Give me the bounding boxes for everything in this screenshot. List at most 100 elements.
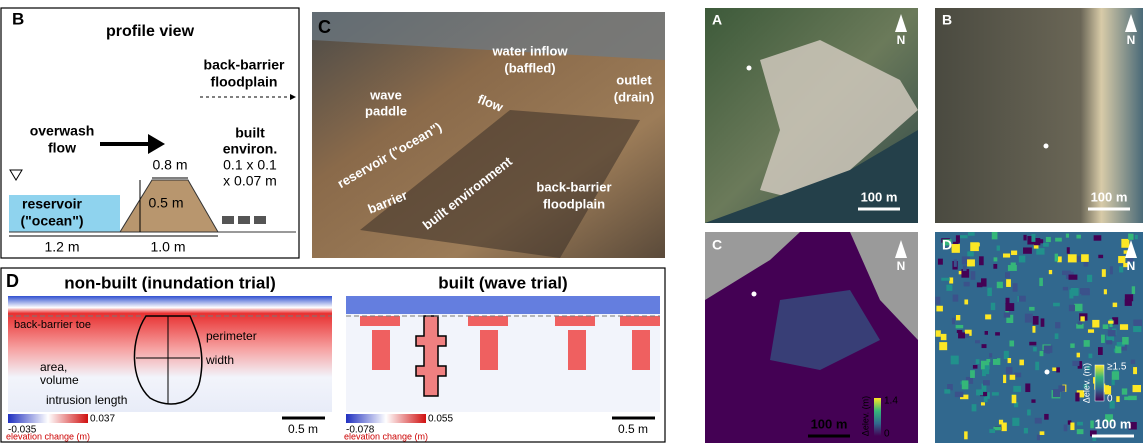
texture-cell bbox=[1133, 367, 1137, 374]
texture-cell bbox=[985, 314, 991, 319]
panel-title: profile view bbox=[106, 23, 195, 40]
texture-cell bbox=[1069, 305, 1075, 311]
texture-cell bbox=[1055, 254, 1058, 262]
texture-cell bbox=[979, 256, 984, 265]
texture-cell bbox=[1070, 423, 1074, 431]
texture-cell bbox=[954, 259, 957, 266]
texture-cell bbox=[1031, 399, 1035, 402]
photo-label: back-barrier bbox=[536, 179, 611, 194]
north-label: N bbox=[1127, 33, 1136, 47]
texture-cell bbox=[997, 282, 1003, 288]
texture-cell bbox=[958, 332, 965, 338]
colorbar-label: elevation change (m) bbox=[6, 431, 90, 441]
texture-cell bbox=[1032, 326, 1035, 333]
texture-cell bbox=[1039, 278, 1043, 286]
panel-label: C bbox=[712, 237, 722, 253]
texture-cell bbox=[956, 315, 960, 320]
photo-label: (baffled) bbox=[504, 60, 555, 75]
texture-cell bbox=[1012, 418, 1019, 426]
annotation: ("ocean") bbox=[20, 213, 83, 229]
panel-label: A bbox=[712, 12, 722, 28]
annotation: volume bbox=[40, 373, 79, 387]
annotation: back-barrier toe bbox=[14, 319, 91, 331]
texture-cell bbox=[1029, 307, 1035, 311]
texture-cell bbox=[963, 265, 967, 271]
texture-cell bbox=[935, 297, 940, 305]
texture-cell bbox=[964, 282, 970, 287]
texture-cell bbox=[992, 232, 998, 239]
texture-cell bbox=[1019, 360, 1024, 366]
texture-cell bbox=[963, 386, 968, 389]
texture-cell bbox=[944, 389, 950, 393]
texture-cell bbox=[1004, 351, 1009, 359]
texture-cell bbox=[1121, 239, 1129, 248]
texture-cell bbox=[1019, 256, 1025, 263]
photo-label: (drain) bbox=[614, 89, 654, 104]
texture-cell bbox=[1023, 235, 1026, 241]
building bbox=[238, 216, 250, 224]
texture-cell bbox=[1053, 303, 1060, 307]
texture-cell bbox=[1037, 435, 1040, 441]
texture-cell bbox=[1044, 414, 1048, 420]
texture-cell bbox=[1025, 383, 1030, 392]
texture-cell bbox=[1074, 304, 1082, 311]
texture-cell bbox=[1128, 396, 1137, 400]
texture-cell bbox=[1119, 266, 1123, 272]
photo-label: floodplain bbox=[543, 196, 605, 211]
colorbar-label: elevation change (m) bbox=[344, 431, 428, 441]
texture-cell bbox=[993, 359, 999, 365]
annotation: overwash bbox=[30, 123, 95, 139]
texture-cell bbox=[1067, 247, 1070, 253]
annotation: perimeter bbox=[206, 329, 257, 343]
north-label: N bbox=[1127, 259, 1136, 273]
texture-cell bbox=[1003, 253, 1010, 257]
texture-cell bbox=[1088, 354, 1092, 359]
texture-cell bbox=[1041, 318, 1045, 326]
panel-label: D bbox=[942, 237, 952, 253]
texture-cell bbox=[1088, 329, 1094, 332]
texture-cell bbox=[1025, 314, 1033, 323]
texture-cell bbox=[1111, 380, 1114, 385]
texture-cell bbox=[987, 288, 992, 296]
texture-cell bbox=[951, 356, 959, 365]
texture-cell bbox=[1033, 347, 1037, 351]
texture-cell bbox=[995, 332, 1000, 335]
texture-cell bbox=[1128, 234, 1134, 240]
texture-cell bbox=[1023, 247, 1032, 253]
texture-cell bbox=[1122, 388, 1127, 394]
texture-cell bbox=[1133, 326, 1141, 333]
texture-cell bbox=[941, 278, 949, 281]
photo-label: paddle bbox=[365, 103, 407, 118]
scale-label: 100 m bbox=[811, 416, 848, 431]
texture-cell bbox=[985, 331, 988, 335]
elevation-map-right-top bbox=[346, 296, 660, 314]
texture-cell bbox=[1087, 275, 1092, 282]
texture-cell bbox=[994, 257, 998, 261]
texture-cell bbox=[1043, 243, 1049, 247]
scale-label: 100 m bbox=[861, 189, 898, 204]
texture-cell bbox=[973, 365, 978, 369]
texture-cell bbox=[1055, 333, 1059, 339]
texture-cell bbox=[975, 340, 980, 343]
texture-cell bbox=[956, 235, 960, 243]
north-label: N bbox=[897, 33, 906, 47]
texture-cell bbox=[1125, 300, 1132, 306]
texture-cell bbox=[1080, 316, 1084, 321]
texture-cell bbox=[971, 271, 976, 280]
colorbar-c bbox=[874, 398, 881, 436]
texture-cell bbox=[1040, 351, 1044, 356]
texture-cell bbox=[989, 429, 995, 433]
annotation: back-barrier bbox=[204, 57, 285, 73]
texture-cell bbox=[997, 246, 1000, 251]
annotation: environ. bbox=[223, 141, 277, 157]
texture-cell bbox=[941, 334, 947, 340]
texture-cell bbox=[1115, 346, 1121, 354]
texture-cell bbox=[1084, 340, 1090, 347]
texture-cell bbox=[1122, 337, 1129, 345]
panel-title: non-built (inundation trial) bbox=[64, 273, 276, 292]
texture-cell bbox=[1005, 303, 1014, 311]
texture-cell bbox=[1135, 235, 1138, 239]
texture-cell bbox=[1133, 320, 1142, 326]
texture-cell bbox=[952, 244, 960, 253]
texture-cell bbox=[1076, 235, 1080, 239]
